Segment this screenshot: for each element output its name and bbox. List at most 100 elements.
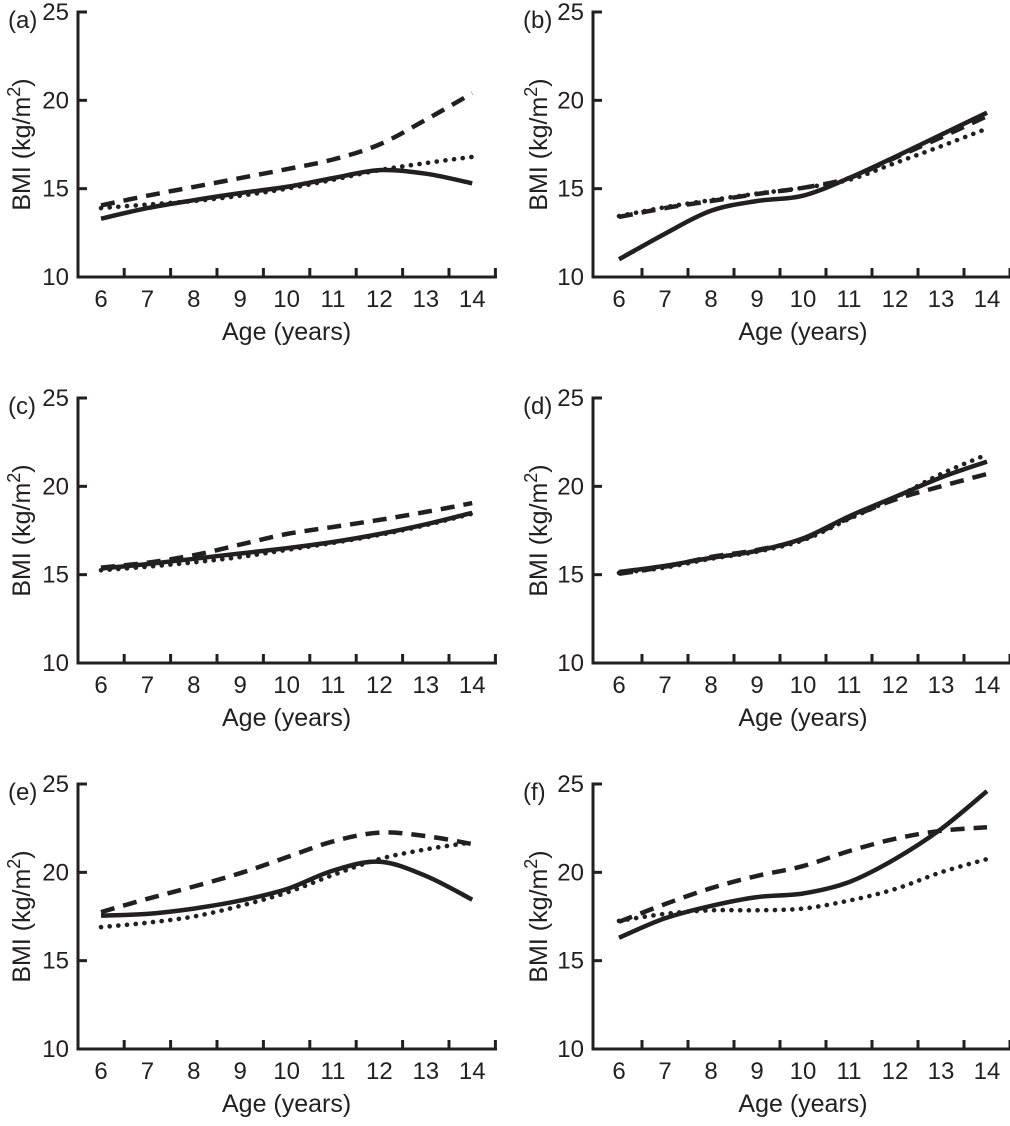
panel-c-xtick-label-12: 12 [366, 672, 393, 699]
panel-d-dashed-curve [618, 471, 988, 577]
panel-c-ytick-label-15: 15 [42, 562, 69, 589]
panel-f-ytick-label-10: 10 [557, 1036, 584, 1063]
panel-a-dotted-curve [98, 154, 475, 211]
panel-e-ytick-label-25: 25 [42, 772, 69, 798]
panel-e-xtick-label-7: 7 [141, 1058, 154, 1085]
panel-e-xtick-label-14: 14 [459, 1058, 486, 1085]
panel-e-x-title: Age (years) [222, 1090, 351, 1118]
panel-e-xtick-label-9: 9 [234, 1058, 247, 1085]
panel-f-ytick-label-25: 25 [557, 772, 584, 798]
panel-d-chart: 10 15 20 25 6 7 8 9 10 11 12 13 14 Age (years) BMI (kg… [521, 385, 1010, 732]
panel-e-y-title: BMI (kg/m2) [4, 850, 36, 982]
panel-c-chart: 10 15 20 25 6 7 8 9 10 11 12 13 14 Age (years) BMI (kg… [4, 385, 497, 732]
panel-c-xtick-label-13: 13 [412, 672, 439, 699]
panel-f-solid-curve [618, 789, 989, 940]
panel-a-x-title: Age (years) [222, 318, 351, 346]
panel-d-axes [591, 396, 1010, 665]
panel-b-ytick-label-10: 10 [557, 264, 584, 291]
panel-c-axes [76, 396, 497, 665]
panel-f-xtick-label-12: 12 [882, 1058, 909, 1085]
panel-f-ytick-label-20: 20 [557, 859, 584, 886]
panel-e-xtick-label-11: 11 [321, 1058, 346, 1085]
panel-f-xtick-label-14: 14 [974, 1058, 1001, 1085]
panel-c-xtick-label-10: 10 [273, 672, 300, 699]
panel-a: 10 15 20 25 6 7 8 9 10 11 12 13 14 Age (years) BMI (kg… [0, 0, 505, 354]
panel-e-xtick-label-13: 13 [412, 1058, 439, 1085]
panel-e-ytick-label-10: 10 [42, 1036, 69, 1063]
panel-b-solid-curve [617, 110, 988, 262]
panel-b-xtick-label-13: 13 [928, 286, 955, 313]
panel-d-xtick-label-7: 7 [658, 672, 671, 699]
panel-a-ytick-label-10: 10 [42, 264, 69, 291]
panel-b-xtick-label-8: 8 [704, 286, 717, 313]
panel-f-dashed-curve [618, 825, 988, 924]
panel-c-xtick-label-7: 7 [141, 672, 154, 699]
panel-e-ytick-label-15: 15 [42, 948, 69, 975]
panel-f-chart: 10 15 20 25 6 7 8 9 10 11 12 13 14 Age (years) BMI (kg… [521, 771, 1010, 1118]
panel-d-xtick-label-9: 9 [750, 672, 763, 699]
panel-b-label: (b) [523, 7, 552, 34]
panel-a-xtick-label-9: 9 [234, 286, 247, 313]
panel-d-y-title: BMI (kg/m2) [521, 464, 553, 596]
panel-a-xtick-label-7: 7 [141, 286, 154, 313]
panel-e-dotted-curve [98, 840, 475, 930]
panel-e-xtick-label-6: 6 [94, 1058, 107, 1085]
panel-b-xtick-label-7: 7 [658, 286, 671, 313]
panel-d-ytick-label-15: 15 [557, 562, 584, 589]
panel-c-x-title: Age (years) [222, 704, 351, 732]
panel-d-xtick-label-10: 10 [790, 672, 817, 699]
panel-e-xtick-label-12: 12 [366, 1058, 393, 1085]
panel-a-chart: 10 15 20 25 6 7 8 9 10 11 12 13 14 Age (years) BMI (kg… [4, 0, 497, 346]
panel-d-x-title: Age (years) [738, 704, 867, 732]
panel-a-y-title: BMI (kg/m2) [4, 78, 36, 210]
panel-f-xtick-label-7: 7 [658, 1058, 671, 1085]
panel-a-xtick-label-14: 14 [459, 286, 486, 313]
panel-a-xtick-label-12: 12 [366, 286, 393, 313]
panel-c-xtick-label-9: 9 [234, 672, 247, 699]
panel-a-label: (a) [8, 7, 37, 34]
panel-a-ytick-label-25: 25 [42, 0, 69, 26]
panel-d-xtick-label-11: 11 [837, 672, 862, 699]
panel-f-ytick-label-15: 15 [557, 948, 584, 975]
panel-c-ytick-label-25: 25 [42, 386, 69, 412]
panel-c-dashed-curve [100, 500, 473, 570]
panel-f-xtick-label-6: 6 [612, 1058, 625, 1085]
panel-d-xtick-label-13: 13 [928, 672, 955, 699]
panel-f-label: (f) [523, 779, 546, 806]
panel-c-xtick-label-11: 11 [321, 672, 346, 699]
panel-d-ytick-label-20: 20 [557, 473, 584, 500]
panel-a-ytick-label-15: 15 [42, 176, 69, 203]
panel-a-ytick-label-20: 20 [42, 87, 69, 114]
panel-d-ytick-label-10: 10 [557, 650, 584, 677]
panel-c-ytick-label-20: 20 [42, 473, 69, 500]
panel-d-xtick-label-6: 6 [612, 672, 625, 699]
panel-c-xtick-label-8: 8 [187, 672, 200, 699]
panel-c-label: (c) [8, 393, 36, 420]
panel-a-xtick-label-8: 8 [187, 286, 200, 313]
panel-d-xtick-label-14: 14 [974, 672, 1001, 699]
panel-d: 10 15 20 25 6 7 8 9 10 11 12 13 14 Age (years) BMI (kg… [505, 385, 1010, 740]
panel-f-y-title: BMI (kg/m2) [521, 850, 553, 982]
panel-d-solid-curve [618, 459, 988, 575]
panel-c-y-title: BMI (kg/m2) [4, 464, 36, 596]
panel-e-label: (e) [8, 779, 37, 806]
panel-f-xtick-label-10: 10 [790, 1058, 817, 1085]
panel-a-solid-curve [100, 167, 473, 221]
panel-a-xtick-label-11: 11 [321, 286, 346, 313]
panel-c-xtick-label-14: 14 [459, 672, 486, 699]
panel-b: 10 15 20 25 6 7 8 9 10 11 12 13 14 Age (years) BMI (kg… [505, 0, 1010, 354]
panel-e-xtick-label-8: 8 [187, 1058, 200, 1085]
panel-a-xtick-label-13: 13 [412, 286, 439, 313]
panel-b-xtick-label-9: 9 [750, 286, 763, 313]
panel-d-xtick-label-8: 8 [704, 672, 717, 699]
panel-f-xtick-label-11: 11 [837, 1058, 862, 1085]
panel-b-dotted-curve [616, 126, 990, 219]
panel-b-chart: 10 15 20 25 6 7 8 9 10 11 12 13 14 Age (years) BMI (kg… [521, 0, 1010, 346]
panel-c: 10 15 20 25 6 7 8 9 10 11 12 13 14 Age (years) BMI (kg… [0, 385, 505, 740]
panel-c-ytick-label-10: 10 [42, 650, 69, 677]
panel-b-x-title: Age (years) [738, 318, 867, 346]
panel-b-ytick-label-25: 25 [557, 0, 584, 26]
panel-e-ytick-label-20: 20 [42, 859, 69, 886]
panel-e: 10 15 20 25 6 7 8 9 10 11 12 13 14 Age (years) BMI (kg… [0, 771, 505, 1126]
